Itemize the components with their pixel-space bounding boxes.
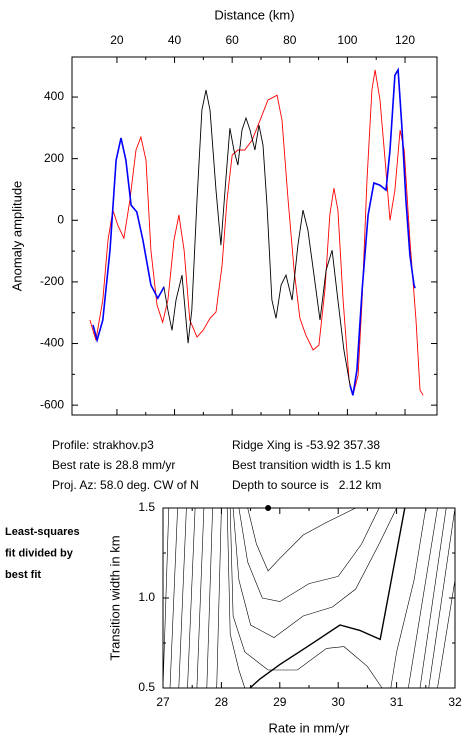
contour-line bbox=[206, 507, 213, 689]
y-tick-label: -200 bbox=[40, 274, 64, 288]
contour-line bbox=[187, 507, 196, 689]
side-label: Least-squares bbox=[5, 526, 80, 538]
x-tick-label: 30 bbox=[332, 695, 346, 709]
x-tick-label: 20 bbox=[110, 33, 124, 47]
info-text: Best rate is 28.8 mm/yr bbox=[52, 458, 175, 472]
y-tick-label: 200 bbox=[44, 151, 64, 165]
x-tick-label: 100 bbox=[337, 33, 357, 47]
info-text: Proj. Az: 58.0 deg. CW of N bbox=[52, 478, 199, 492]
x-tick-label: 32 bbox=[448, 695, 462, 709]
contour-line bbox=[232, 507, 397, 638]
contour-line bbox=[226, 507, 246, 689]
side-label: best fit bbox=[5, 569, 41, 581]
x-axis-title: Distance (km) bbox=[214, 7, 294, 22]
series-line bbox=[89, 69, 424, 396]
contour-line bbox=[238, 507, 380, 602]
info-text: Ridge Xing is -53.92 357.38 bbox=[232, 438, 380, 452]
y-tick-label: 1.5 bbox=[138, 500, 155, 514]
x-axis-title: Rate in mm/yr bbox=[269, 720, 351, 735]
best-fit-point bbox=[265, 505, 272, 511]
contour-line bbox=[216, 507, 222, 689]
x-tick-label: 60 bbox=[225, 33, 239, 47]
y-tick-label: 0 bbox=[57, 212, 64, 226]
series-line bbox=[92, 67, 416, 396]
contour-line bbox=[408, 507, 438, 689]
contour-line bbox=[390, 507, 427, 689]
y-axis-title: Transition width in km bbox=[107, 535, 122, 660]
contour-line bbox=[249, 507, 406, 689]
x-tick-label: 28 bbox=[215, 695, 229, 709]
y-axis-title: Anomaly amplitude bbox=[9, 181, 24, 292]
x-tick-label: 29 bbox=[273, 695, 287, 709]
contour-line bbox=[437, 579, 456, 689]
x-tick-label: 80 bbox=[283, 33, 297, 47]
y-tick-label: -600 bbox=[40, 397, 64, 411]
info-text: Depth to source is 2.12 km bbox=[232, 478, 381, 492]
contour-line bbox=[169, 507, 178, 689]
y-tick-label: -400 bbox=[40, 336, 64, 350]
y-tick-label: 400 bbox=[44, 89, 64, 103]
x-tick-label: 40 bbox=[168, 33, 182, 47]
contour-line bbox=[196, 507, 205, 689]
contour-line bbox=[162, 507, 170, 689]
x-tick-label: 27 bbox=[156, 695, 170, 709]
x-tick-label: 120 bbox=[395, 33, 415, 47]
contour-line bbox=[428, 507, 456, 689]
info-text: Profile: strakhov.p3 bbox=[52, 438, 154, 452]
y-tick-label: 0.5 bbox=[138, 680, 155, 694]
x-tick-label: 31 bbox=[390, 695, 404, 709]
contour-line bbox=[229, 507, 383, 689]
y-tick-label: 1.0 bbox=[138, 590, 155, 604]
contour-line bbox=[178, 507, 187, 689]
info-text: Best transition width is 1.5 km bbox=[232, 458, 391, 472]
plot-frame bbox=[71, 56, 438, 416]
side-label: fit divided by bbox=[5, 547, 74, 559]
contour-line bbox=[247, 507, 356, 572]
contour-line bbox=[419, 507, 447, 689]
